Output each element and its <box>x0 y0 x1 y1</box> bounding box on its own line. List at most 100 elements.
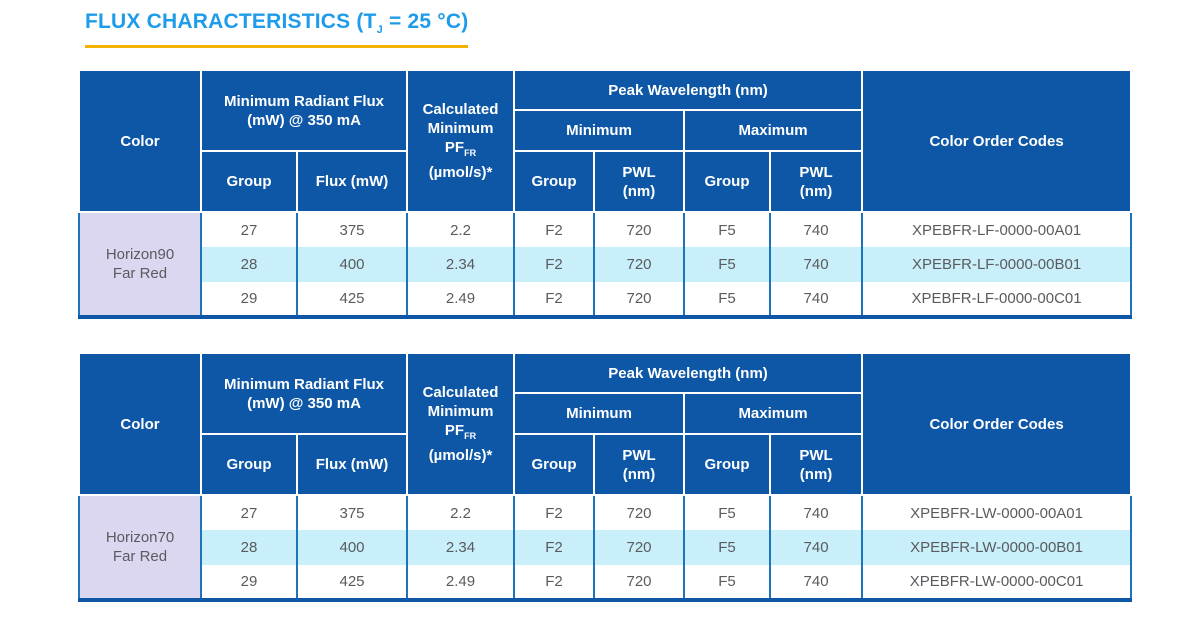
th-pwl-maximum: Maximum <box>683 109 864 153</box>
th-max-pwl: PWL (nm) <box>769 150 864 214</box>
cell-max-pwl: 740 <box>769 530 864 566</box>
th-min-radiant-flux: Minimum Radiant Flux (mW) @ 350 mA <box>199 69 409 153</box>
cell-flux: 425 <box>295 282 409 318</box>
th-calc-units: (µmol/s)* <box>428 447 493 465</box>
th-flux-group: Group <box>200 433 298 497</box>
cell-min-pwl: 720 <box>593 212 686 248</box>
cell-max-pwl: 740 <box>769 495 864 531</box>
color-name-line1: Horizon70 <box>105 529 175 547</box>
th-min-pwl-line1: PWL <box>622 163 656 181</box>
th-min-radiant-flux-line1: Minimum Radiant Flux <box>224 92 385 110</box>
cell-max-group: F5 <box>683 565 772 601</box>
cell-order-code: XPEBFR-LF-0000-00C01 <box>861 282 1133 318</box>
th-flux-group: Group <box>200 150 298 214</box>
th-min-radiant-flux-line1: Minimum Radiant Flux <box>224 375 385 393</box>
color-name-line2: Far Red <box>112 265 168 283</box>
th-calculated-minimum-pf: Calculated Minimum PFFR (µmol/s)* <box>406 69 516 214</box>
cell-min-pwl: 720 <box>593 247 686 283</box>
cell-order-code: XPEBFR-LW-0000-00C01 <box>861 565 1133 601</box>
th-max-pwl-line2: (nm) <box>799 465 833 483</box>
table-row: 29 425 2.49 F2 720 F5 740 XPEBFR-LF-0000… <box>79 282 1133 318</box>
th-min-pwl: PWL (nm) <box>593 433 686 497</box>
th-color: Color <box>78 352 202 497</box>
th-calc-line2: Minimum <box>427 120 494 138</box>
th-min-group: Group <box>513 150 596 214</box>
cell-min-group: F2 <box>513 247 596 283</box>
table-row: Horizon90 Far Red 27 375 2.2 F2 720 F5 7… <box>78 212 1133 318</box>
cell-flux: 375 <box>295 212 409 248</box>
th-min-radiant-flux-line2: (mW) @ 350 mA <box>247 111 361 129</box>
cell-group: 28 <box>200 530 298 566</box>
cell-group: 27 <box>200 212 298 248</box>
th-min-pwl-line2: (nm) <box>622 465 656 483</box>
color-name-line2: Far Red <box>112 548 168 566</box>
color-name-cell: Horizon70 Far Red <box>78 495 202 601</box>
cell-flux: 375 <box>295 495 409 531</box>
cell-max-pwl: 740 <box>769 565 864 601</box>
page-title: FLUX CHARACTERISTICS (TJ = 25 °C) <box>85 10 468 36</box>
table-row: Horizon70 Far Red 27 375 2.2 F2 720 F5 7… <box>78 495 1133 601</box>
cell-max-group: F5 <box>683 282 772 318</box>
th-max-pwl-line1: PWL <box>799 163 833 181</box>
cell-max-group: F5 <box>683 247 772 283</box>
cell-flux: 400 <box>295 530 409 566</box>
cell-pf: 2.2 <box>406 495 516 531</box>
cell-group: 27 <box>200 495 298 531</box>
cell-min-group: F2 <box>513 530 596 566</box>
th-min-group: Group <box>513 433 596 497</box>
cell-group: 29 <box>200 565 298 601</box>
cell-pf: 2.34 <box>406 247 516 283</box>
cell-group: 29 <box>200 282 298 318</box>
cell-flux: 400 <box>295 247 409 283</box>
th-min-radiant-flux-line2: (mW) @ 350 mA <box>247 394 361 412</box>
th-peak-wavelength: Peak Wavelength (nm) <box>513 69 864 112</box>
cell-min-group: F2 <box>513 565 596 601</box>
table-row: 28 400 2.34 F2 720 F5 740 XPEBFR-LF-0000… <box>79 247 1133 283</box>
th-color-order-codes: Color Order Codes <box>861 69 1133 214</box>
th-flux-mw: Flux (mW) <box>295 433 409 497</box>
cell-max-pwl: 740 <box>769 282 864 318</box>
th-peak-wavelength: Peak Wavelength (nm) <box>513 352 864 395</box>
flux-table-horizon90: Color Minimum Radiant Flux (mW) @ 350 mA… <box>78 69 1133 320</box>
th-max-pwl: PWL (nm) <box>769 433 864 497</box>
th-max-pwl-line2: (nm) <box>799 182 833 200</box>
th-min-pwl-line1: PWL <box>622 446 656 464</box>
cell-pf: 2.2 <box>406 212 516 248</box>
th-pwl-minimum: Minimum <box>513 392 686 436</box>
th-calc-pf: PF <box>444 422 465 440</box>
th-min-pwl-line2: (nm) <box>622 182 656 200</box>
cell-min-group: F2 <box>513 282 596 318</box>
cell-max-group: F5 <box>683 495 772 531</box>
cell-min-pwl: 720 <box>593 282 686 318</box>
page-title-main: FLUX CHARACTERISTICS (T <box>85 10 377 33</box>
cell-max-group: F5 <box>683 530 772 566</box>
th-max-group: Group <box>683 150 772 214</box>
cell-flux: 425 <box>295 565 409 601</box>
th-calc-line2: Minimum <box>427 403 494 421</box>
cell-max-pwl: 740 <box>769 212 864 248</box>
th-calc-line1: Calculated <box>422 384 499 402</box>
cell-pf: 2.49 <box>406 565 516 601</box>
cell-order-code: XPEBFR-LF-0000-00A01 <box>861 212 1133 248</box>
th-pwl-maximum: Maximum <box>683 392 864 436</box>
th-calc-pf-sub: FR <box>464 431 477 442</box>
cell-min-pwl: 720 <box>593 565 686 601</box>
cell-min-pwl: 720 <box>593 495 686 531</box>
th-calc-units: (µmol/s)* <box>428 164 493 182</box>
th-min-radiant-flux: Minimum Radiant Flux (mW) @ 350 mA <box>199 352 409 436</box>
th-calc-pf-sub: FR <box>464 148 477 159</box>
cell-max-pwl: 740 <box>769 247 864 283</box>
th-color: Color <box>78 69 202 214</box>
th-min-pwl: PWL (nm) <box>593 150 686 214</box>
cell-order-code: XPEBFR-LF-0000-00B01 <box>861 247 1133 283</box>
th-color-order-codes: Color Order Codes <box>861 352 1133 497</box>
page-title-block: FLUX CHARACTERISTICS (TJ = 25 °C) <box>85 10 469 49</box>
table-row: 28 400 2.34 F2 720 F5 740 XPEBFR-LW-0000… <box>79 530 1133 566</box>
th-calculated-minimum-pf: Calculated Minimum PFFR (µmol/s)* <box>406 352 516 497</box>
table-row: 29 425 2.49 F2 720 F5 740 XPEBFR-LW-0000… <box>79 565 1133 601</box>
th-max-group: Group <box>683 433 772 497</box>
cell-order-code: XPEBFR-LW-0000-00A01 <box>861 495 1133 531</box>
th-calc-pf: PF <box>444 139 465 157</box>
th-max-pwl-line1: PWL <box>799 446 833 464</box>
cell-pf: 2.34 <box>406 530 516 566</box>
